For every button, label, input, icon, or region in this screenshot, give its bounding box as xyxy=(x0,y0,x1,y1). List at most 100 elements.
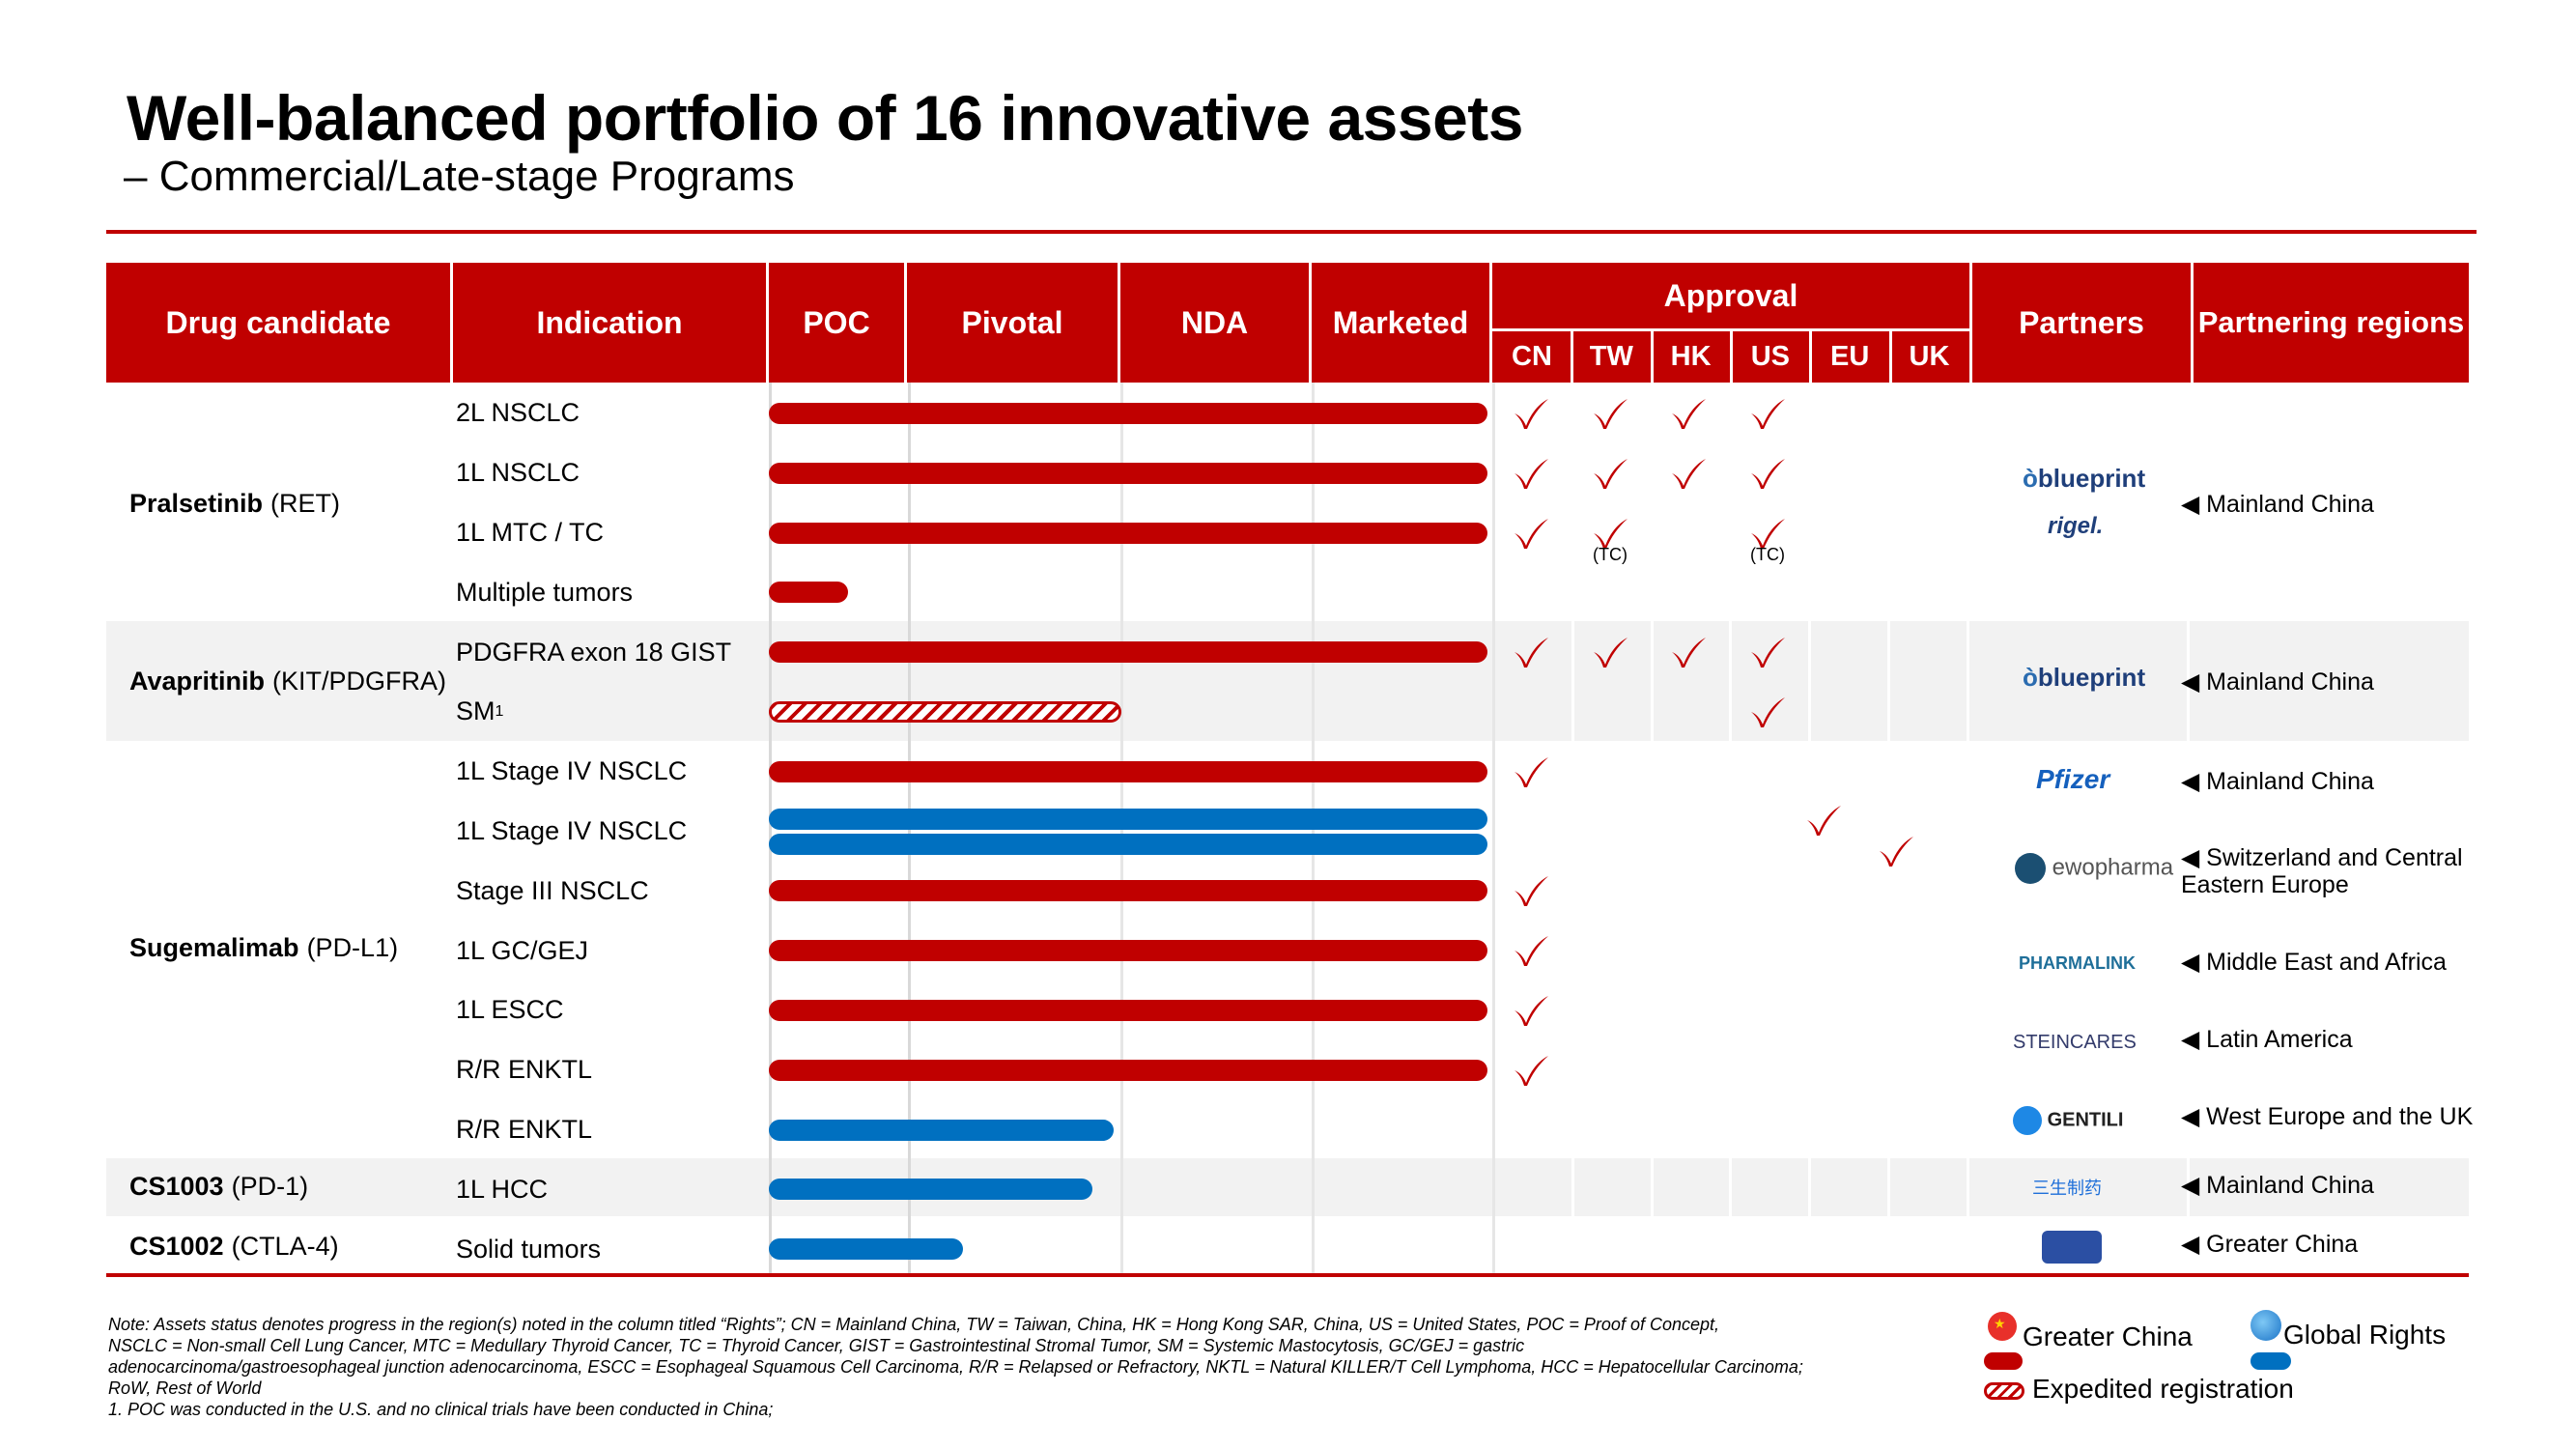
approval-check-icon xyxy=(1591,635,1629,669)
approval-check-icon xyxy=(1512,635,1550,669)
header-region-tw: TW xyxy=(1589,341,1633,372)
tc-note: (TC) xyxy=(1593,544,1628,564)
band-divider xyxy=(1571,621,1574,741)
drug-name-avapritinib: Avapritinib (KIT/PDGFRA) xyxy=(129,666,447,696)
cs1003-band xyxy=(106,1158,2469,1216)
progress-bar-greater-china xyxy=(769,402,1487,424)
pharmalink-logo: PHARMALINK xyxy=(2019,953,2136,973)
blueprint-logo: òblueprint xyxy=(2023,464,2146,493)
pfizer-logo: Pfizer xyxy=(2036,764,2110,794)
ewopharma-logo: ewopharma xyxy=(2015,853,2173,884)
progress-bar-greater-china xyxy=(769,522,1487,544)
3sbio-logo: 三生制药 xyxy=(2032,1179,2102,1198)
footnote-line: RoW, Rest of World xyxy=(108,1378,262,1398)
indication-label: 1L MTC / TC xyxy=(456,518,605,547)
partner-region: ◀ Switzerland and Central Eastern Europe xyxy=(2181,844,2463,898)
legend-expedited-swatch xyxy=(1984,1382,2024,1400)
approval-check-icon xyxy=(1512,1053,1550,1088)
header-region-uk: UK xyxy=(1909,341,1950,372)
partner-region: ◀ Middle East and Africa xyxy=(2181,949,2447,976)
progress-bar-greater-china xyxy=(769,999,1487,1021)
header-indication: Indication xyxy=(536,304,683,340)
indication-label: Stage III NSCLC xyxy=(456,875,649,905)
header-drug-candidate: Drug candidate xyxy=(165,304,391,340)
approval-check-icon xyxy=(1512,754,1550,789)
progress-bar-global xyxy=(769,808,1487,830)
greater-china-partner-logo xyxy=(2042,1231,2102,1264)
partner-region: ◀ Latin America xyxy=(2181,1026,2353,1053)
band-divider xyxy=(1967,1158,1969,1216)
globe-icon xyxy=(2250,1310,2281,1341)
legend-greater-china-label: Greater China xyxy=(2023,1321,2193,1351)
column-guide xyxy=(769,383,772,1273)
footnote-line: Note: Assets status denotes progress in … xyxy=(108,1315,1719,1334)
footnote-line: adenocarcinoma/gastroesophageal junction… xyxy=(108,1357,1803,1377)
rigel-logo: rigel. xyxy=(2048,513,2104,539)
legend-global-label: Global Rights xyxy=(2283,1320,2447,1350)
drug-name-cs1003: CS1003 (PD-1) xyxy=(129,1171,309,1201)
indication-label: R/R ENKTL xyxy=(456,1055,593,1085)
page-subtitle: – Commercial/Late-stage Programs xyxy=(124,153,795,200)
indication-label: PDGFRA exon 18 GIST xyxy=(456,637,732,667)
approval-check-icon xyxy=(1512,456,1550,491)
approval-check-icon xyxy=(1748,396,1787,431)
footnote-line: 1. POC was conducted in the U.S. and no … xyxy=(108,1400,774,1419)
approval-check-icon xyxy=(1512,516,1550,551)
indication-label: 1L Stage IV NSCLC xyxy=(456,756,688,786)
progress-bar-global xyxy=(769,1119,1115,1141)
indication-label: R/R ENKTL xyxy=(456,1115,593,1144)
header-region-eu: EU xyxy=(1830,341,1870,372)
avapritinib-band xyxy=(106,621,2469,741)
indication-label: 1L ESCC xyxy=(456,995,564,1025)
band-divider xyxy=(1571,1158,1574,1216)
partner-region: ◀ Mainland China xyxy=(2181,1172,2374,1199)
approval-check-icon xyxy=(1804,803,1843,838)
band-divider xyxy=(1651,1158,1654,1216)
header-partners: Partners xyxy=(2019,304,2144,340)
header-pivotal: Pivotal xyxy=(961,304,1063,340)
approval-check-icon xyxy=(1591,516,1629,551)
column-guide xyxy=(1492,383,1495,1273)
header-divider xyxy=(904,263,907,383)
approval-check-icon xyxy=(1512,993,1550,1028)
band-divider xyxy=(1729,621,1732,741)
partner-region: ◀ Greater China xyxy=(2181,1231,2359,1258)
indication-label: 2L NSCLC xyxy=(456,398,580,428)
page-title: Well-balanced portfolio of 16 innovative… xyxy=(127,82,1523,154)
header-divider xyxy=(1969,263,1972,383)
approval-check-icon xyxy=(1748,635,1787,669)
header-divider xyxy=(1489,263,1492,383)
footnotes: Note: Assets status denotes progress in … xyxy=(108,1314,1972,1420)
legend-greater-china-swatch xyxy=(1984,1352,2023,1370)
footnote-line: NSCLC = Non-small Cell Lung Cancer, MTC … xyxy=(108,1336,1525,1355)
approval-check-icon xyxy=(1512,933,1550,968)
progress-bar-greater-china xyxy=(769,940,1487,962)
header-divider xyxy=(2191,263,2194,383)
china-flag-icon: ★ xyxy=(1988,1312,2017,1341)
progress-bar-global xyxy=(769,1238,963,1261)
header-approval-divider xyxy=(1492,328,1969,331)
approval-check-icon xyxy=(1748,456,1787,491)
header-partnering-regions: Partnering regions xyxy=(2197,305,2465,339)
legend-expedited-label: Expedited registration xyxy=(2032,1374,2294,1404)
band-divider xyxy=(2187,621,2190,741)
legend-global-swatch xyxy=(2250,1352,2291,1370)
indication-label: Multiple tumors xyxy=(456,577,634,607)
header-region-hk: HK xyxy=(1670,341,1712,372)
band-divider xyxy=(1808,621,1811,741)
header-divider xyxy=(1729,331,1733,383)
progress-bar-expedited xyxy=(769,700,1121,723)
approval-check-icon xyxy=(1669,635,1708,669)
approval-check-icon xyxy=(1512,873,1550,908)
band-divider xyxy=(1967,621,1969,741)
progress-bar-greater-china xyxy=(769,880,1487,902)
title-divider xyxy=(106,230,2477,234)
header-divider xyxy=(766,263,769,383)
progress-bar-global xyxy=(769,833,1487,855)
header-poc: POC xyxy=(803,304,870,340)
header-divider xyxy=(450,263,453,383)
partner-region: ◀ Mainland China xyxy=(2181,668,2374,696)
table-bottom-divider xyxy=(106,1273,2469,1277)
band-divider xyxy=(1729,1158,1732,1216)
partner-region: ◀ Mainland China xyxy=(2181,491,2374,518)
